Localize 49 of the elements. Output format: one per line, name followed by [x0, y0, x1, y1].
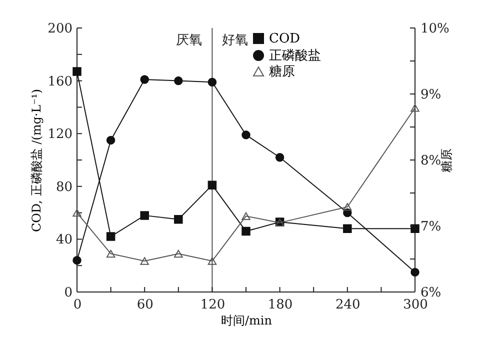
- point: [72, 67, 82, 76]
- point: [140, 75, 149, 84]
- point: [242, 226, 250, 236]
- annotation: 厌氧: [176, 33, 202, 48]
- point: [72, 208, 82, 217]
- point: [72, 256, 82, 265]
- y-axis-title: COD, 正磷酸盐 /(mg·L⁻¹): [30, 88, 44, 232]
- legend-label: 糖原: [269, 64, 295, 80]
- x-tick-label: 180: [268, 298, 293, 312]
- y-tick-label: 160: [48, 74, 72, 90]
- y-tick-label: 80: [56, 180, 72, 195]
- point: [208, 78, 217, 86]
- point: [275, 152, 284, 162]
- y-tick-label: 0: [64, 286, 72, 300]
- point: [174, 215, 183, 224]
- y2-tick-label: 7%: [420, 220, 442, 234]
- point: [106, 136, 116, 145]
- point: [410, 224, 420, 234]
- legend-label: 正磷酸盐: [269, 48, 321, 64]
- y-tick-label: 200: [48, 22, 72, 36]
- x-tick-label: 60: [136, 298, 154, 312]
- y-tick-label: 40: [56, 232, 72, 248]
- y2-axis-title: 糖原: [439, 148, 454, 172]
- point: [343, 203, 352, 211]
- point: [174, 250, 183, 258]
- x-tick-label: 120: [200, 298, 226, 312]
- x-axis-title: 时间/min: [221, 314, 272, 328]
- y2-tick-label: 6%: [420, 286, 442, 300]
- y2-tick-label: 8%: [420, 154, 442, 168]
- legend-label: COD: [269, 32, 300, 46]
- point: [174, 76, 183, 86]
- y2-tick-label: 10%: [420, 22, 450, 36]
- x-tick-label: 300: [403, 298, 428, 312]
- point: [140, 211, 149, 220]
- point: [208, 257, 217, 265]
- point: [208, 180, 217, 190]
- x-tick-label: 0: [73, 298, 82, 312]
- point: [410, 268, 420, 277]
- point: [140, 257, 149, 265]
- y-tick-label: 120: [48, 127, 72, 142]
- x-tick-label: 240: [335, 298, 360, 312]
- point: [242, 212, 250, 220]
- point: [106, 250, 116, 258]
- point: [410, 104, 420, 112]
- y2-tick-label: 9%: [420, 88, 442, 102]
- point: [106, 232, 116, 241]
- point: [343, 224, 352, 234]
- annotation: 好氧: [222, 33, 248, 48]
- point: [242, 130, 250, 140]
